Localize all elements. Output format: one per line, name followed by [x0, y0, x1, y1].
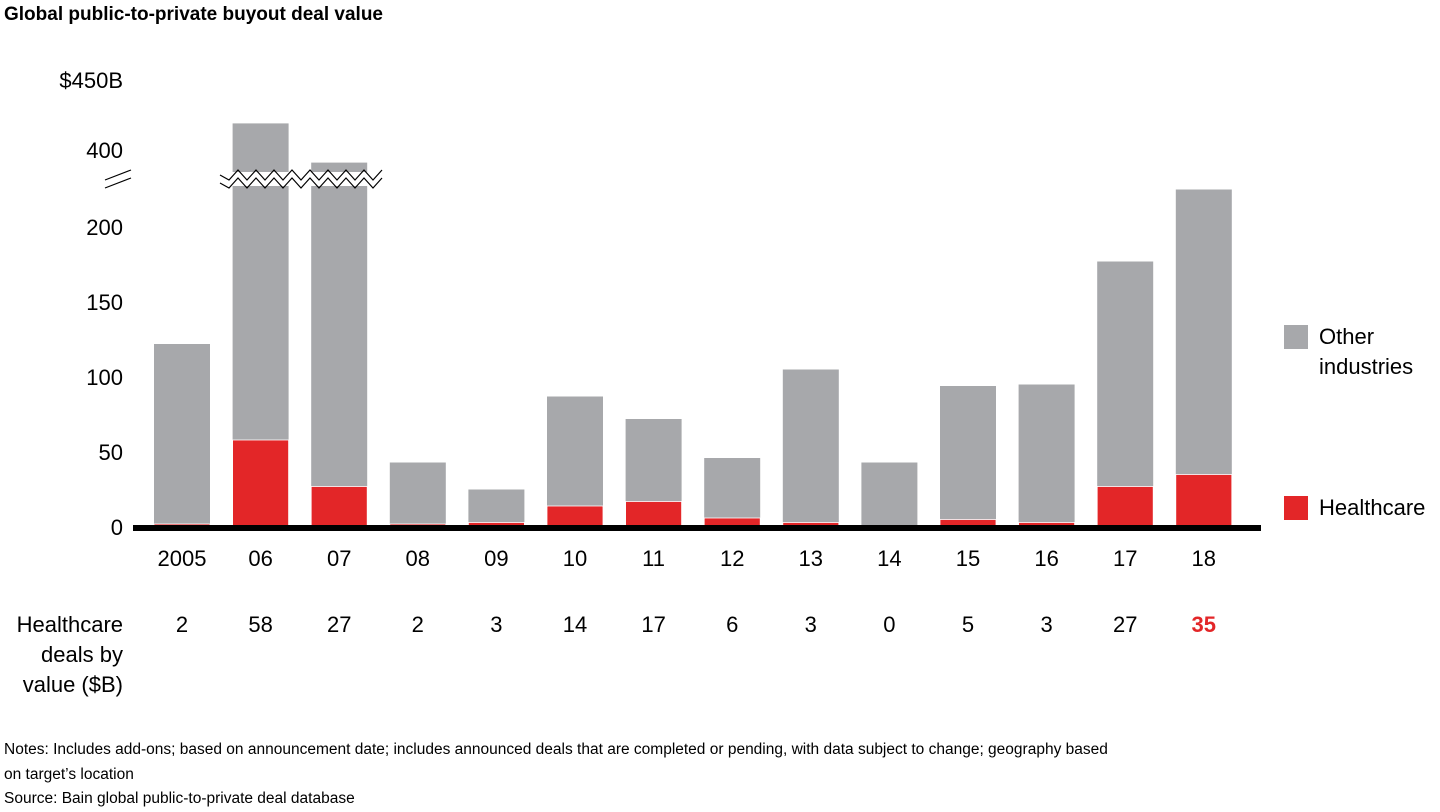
axis-break-wave — [219, 177, 383, 189]
bar-other-industries — [154, 344, 210, 524]
healthcare-value-label: 3 — [805, 612, 817, 637]
notes-line-2: on target’s location — [4, 765, 134, 783]
bar-other-industries — [389, 462, 446, 524]
healthcare-value-label: 3 — [1040, 612, 1052, 637]
healthcare-value-label: 14 — [563, 612, 587, 637]
notes-line-1: Notes: Includes add-ons; based on announ… — [4, 741, 1108, 758]
healthcare-value-label: 5 — [962, 612, 974, 637]
bar-healthcare — [310, 486, 368, 528]
x-tick-label: 08 — [406, 546, 430, 571]
x-tick-label: 2005 — [158, 546, 207, 571]
x-tick-label: 17 — [1113, 546, 1137, 571]
source-line: Source: Bain global public-to-private de… — [4, 790, 355, 807]
axis-break-mark — [104, 169, 132, 181]
bar-healthcare — [625, 501, 682, 528]
axis-break-gap — [218, 172, 378, 186]
bar-other-industries — [861, 462, 918, 527]
bar-other-industries — [468, 489, 525, 523]
legend-label-other-industries-line2: industries — [1319, 354, 1413, 379]
healthcare-row-label: value ($B) — [23, 672, 123, 697]
healthcare-value-label: 2 — [176, 612, 188, 637]
bar-other-industries — [704, 458, 761, 518]
x-tick-label: 16 — [1034, 546, 1058, 571]
bar-healthcare — [546, 505, 604, 528]
bar-other-industries — [1018, 384, 1075, 523]
bar-other-industries — [940, 386, 996, 520]
x-tick-label: 12 — [720, 546, 744, 571]
x-tick-label: 13 — [799, 546, 823, 571]
y-tick-label: 150 — [86, 290, 123, 315]
axis-break-wave — [219, 169, 383, 181]
healthcare-value-label: 2 — [412, 612, 424, 637]
healthcare-value-label: 0 — [883, 612, 895, 637]
bar-other-industries — [232, 123, 289, 441]
healthcare-value-label: 27 — [327, 612, 351, 637]
bar-healthcare — [232, 439, 290, 528]
healthcare-value-label: 3 — [490, 612, 502, 637]
healthcare-value-label: 35 — [1192, 612, 1216, 637]
healthcare-value-label: 58 — [248, 612, 272, 637]
x-tick-label: 09 — [484, 546, 508, 571]
x-tick-label: 07 — [327, 546, 351, 571]
chart-notes: Notes: Includes add-ons; based on announ… — [4, 738, 1434, 812]
bar-other-industries — [625, 419, 682, 502]
healthcare-value-label: 17 — [641, 612, 665, 637]
bar-healthcare — [1175, 474, 1233, 528]
x-tick-label: 06 — [248, 546, 272, 571]
legend-label-healthcare: Healthcare — [1319, 495, 1425, 520]
x-tick-label: 14 — [877, 546, 901, 571]
legend-label-other-industries-line1: Other — [1319, 324, 1374, 349]
legend-swatch-healthcare — [1284, 496, 1308, 520]
x-tick-label: 11 — [642, 546, 665, 571]
y-tick-label: 100 — [86, 365, 123, 390]
bar-other-industries — [782, 369, 839, 523]
bar-other-industries — [1097, 261, 1154, 487]
bar-other-industries — [1175, 189, 1232, 475]
y-tick-label: 400 — [86, 138, 123, 163]
y-tick-label: 200 — [86, 215, 123, 240]
x-tick-label: 18 — [1192, 546, 1216, 571]
x-tick-label: 10 — [563, 546, 587, 571]
x-axis-line — [133, 525, 1261, 531]
healthcare-row-label: deals by — [41, 642, 123, 667]
y-tick-label: 0 — [111, 515, 123, 540]
x-tick-label: 15 — [956, 546, 980, 571]
healthcare-value-label: 6 — [726, 612, 738, 637]
bar-other-industries — [311, 162, 368, 487]
chart-title: Global public-to-private buyout deal val… — [4, 4, 383, 25]
healthcare-value-label: 27 — [1113, 612, 1137, 637]
healthcare-row-label: Healthcare — [17, 612, 123, 637]
y-axis-unit-label: $450B — [59, 68, 123, 93]
legend-swatch-other-industries — [1284, 325, 1308, 349]
bar-healthcare — [1096, 486, 1154, 528]
y-tick-label: 50 — [99, 440, 123, 465]
axis-break-mark — [104, 177, 132, 189]
bar-other-industries — [547, 396, 603, 506]
